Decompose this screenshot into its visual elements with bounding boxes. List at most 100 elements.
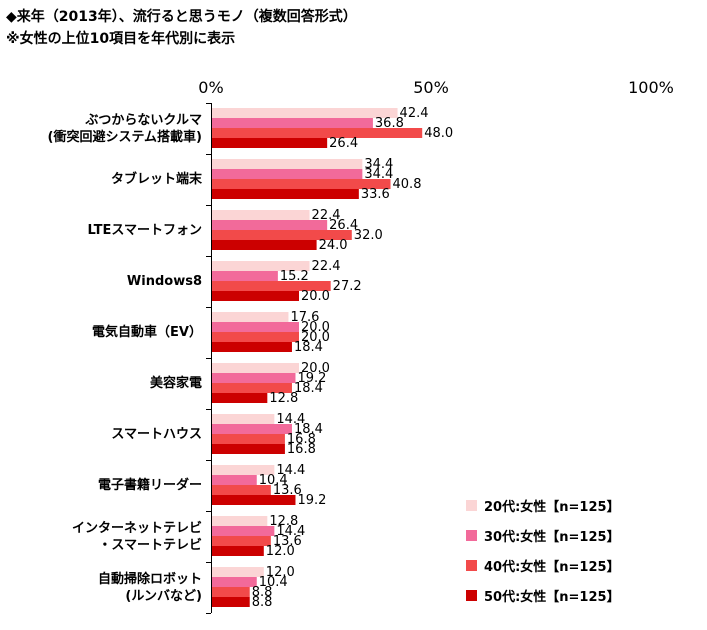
bar: [212, 332, 299, 342]
legend-entry: 40代:女性【n=125】: [466, 556, 620, 575]
bar: [212, 546, 264, 556]
bar: [212, 220, 328, 230]
legend-swatch: [466, 590, 477, 601]
category-label-line: (ルンバなど): [125, 588, 202, 604]
category-label: インターネットテレビ ・スマートテレビ: [0, 520, 202, 554]
bar: [212, 485, 271, 495]
legend-swatch: [466, 500, 477, 511]
legend-entry: 30代:女性【n=125】: [466, 526, 620, 545]
bar: [212, 444, 285, 454]
bar: [212, 536, 271, 546]
data-label: 34.4: [364, 167, 393, 182]
bar: [212, 465, 275, 475]
bar: [212, 363, 299, 373]
bar: [212, 424, 292, 434]
data-label: 20.0: [301, 330, 330, 345]
legend-label: 30代:女性【n=125】: [484, 530, 620, 545]
data-label: 13.6: [273, 483, 302, 498]
data-label: 34.4: [364, 157, 393, 172]
category-label: 電子書籍リーダー: [0, 477, 202, 494]
category-label-line: 電気自動車（EV）: [92, 325, 202, 340]
bar: [212, 526, 275, 536]
data-label: 8.8: [252, 595, 273, 610]
data-label: 18.4: [294, 422, 323, 437]
data-label: 18.4: [294, 381, 323, 396]
category-label-line: スマートハウス: [111, 427, 202, 442]
data-label: 14.4: [276, 463, 305, 478]
bar: [212, 373, 296, 383]
bar: [212, 271, 278, 281]
category-label: タブレット端末: [0, 171, 202, 188]
category-label-line: ぶつからないクルマ: [85, 112, 202, 128]
category-label: 美容家電: [0, 375, 202, 392]
data-label: 48.0: [424, 126, 453, 141]
data-label: 26.4: [329, 136, 358, 151]
legend-entry: 50代:女性【n=125】: [466, 586, 620, 605]
bar: [212, 128, 423, 138]
x-tick-label: 50%: [413, 78, 449, 97]
bar: [212, 108, 398, 118]
bar: [212, 230, 352, 240]
data-label: 16.8: [287, 442, 316, 457]
data-label: 10.4: [259, 473, 288, 488]
category-label-line: LTEスマートフォン: [87, 223, 203, 238]
data-label: 32.0: [354, 228, 383, 243]
bar: [212, 393, 268, 403]
bar: [212, 291, 299, 301]
category-label-line: ・スマートテレビ: [98, 537, 202, 553]
category-label: 電気自動車（EV）: [0, 324, 202, 341]
data-label: 18.4: [294, 340, 323, 355]
bar: [212, 240, 317, 250]
bar: [212, 414, 275, 424]
category-label-line: Windows8: [126, 274, 202, 289]
bar: [212, 159, 363, 169]
bar: [212, 261, 310, 271]
data-label: 42.4: [400, 106, 429, 121]
legend-label: 20代:女性【n=125】: [484, 500, 620, 515]
category-label-line: 電子書籍リーダー: [97, 478, 202, 493]
data-label: 13.6: [273, 534, 302, 549]
data-label: 12.8: [269, 391, 298, 406]
bar: [212, 322, 299, 332]
category-label: Windows8: [0, 273, 202, 290]
category-label-line: 自動掃除ロボット: [97, 571, 202, 587]
bar: [212, 189, 359, 199]
legend-label: 50代:女性【n=125】: [484, 590, 620, 605]
bar: [212, 312, 289, 322]
bar: [212, 597, 250, 607]
category-label-line: タブレット端末: [110, 172, 202, 187]
data-label: 12.0: [266, 544, 295, 559]
category-label: スマートハウス: [0, 426, 202, 443]
data-label: 15.2: [280, 269, 309, 284]
bar: [212, 516, 268, 526]
x-tick-label: 100%: [628, 78, 674, 97]
chart-title: ◆来年（2013年）、流行ると思うモノ（複数回答形式）: [6, 9, 357, 25]
bar: [212, 383, 292, 393]
data-label: 36.8: [375, 116, 404, 131]
data-label: 8.8: [252, 585, 273, 600]
legend-swatch: [466, 560, 477, 571]
data-label: 10.4: [259, 575, 288, 590]
data-label: 12.8: [269, 514, 298, 529]
bar: [212, 210, 310, 220]
data-label: 33.6: [361, 187, 390, 202]
data-label: 20.0: [301, 320, 330, 335]
bar: [212, 577, 257, 587]
data-label: 20.0: [301, 361, 330, 376]
bar: [212, 342, 292, 352]
chart-subtitle: ※女性の上位10項目を年代別に表示: [6, 31, 236, 47]
data-label: 20.0: [301, 289, 330, 304]
data-label: 16.8: [287, 432, 316, 447]
data-label: 14.4: [276, 524, 305, 539]
bar: [212, 475, 257, 485]
legend-label: 40代:女性【n=125】: [484, 560, 620, 575]
category-label-line: インターネットテレビ: [71, 520, 202, 536]
data-label: 22.4: [312, 259, 341, 274]
bar: [212, 118, 373, 128]
category-label-line: (衝突回避システム搭載車): [47, 129, 203, 145]
bar: [212, 179, 391, 189]
bar: [212, 495, 296, 505]
x-tick-label: 0%: [198, 78, 224, 97]
data-label: 27.2: [333, 279, 362, 294]
